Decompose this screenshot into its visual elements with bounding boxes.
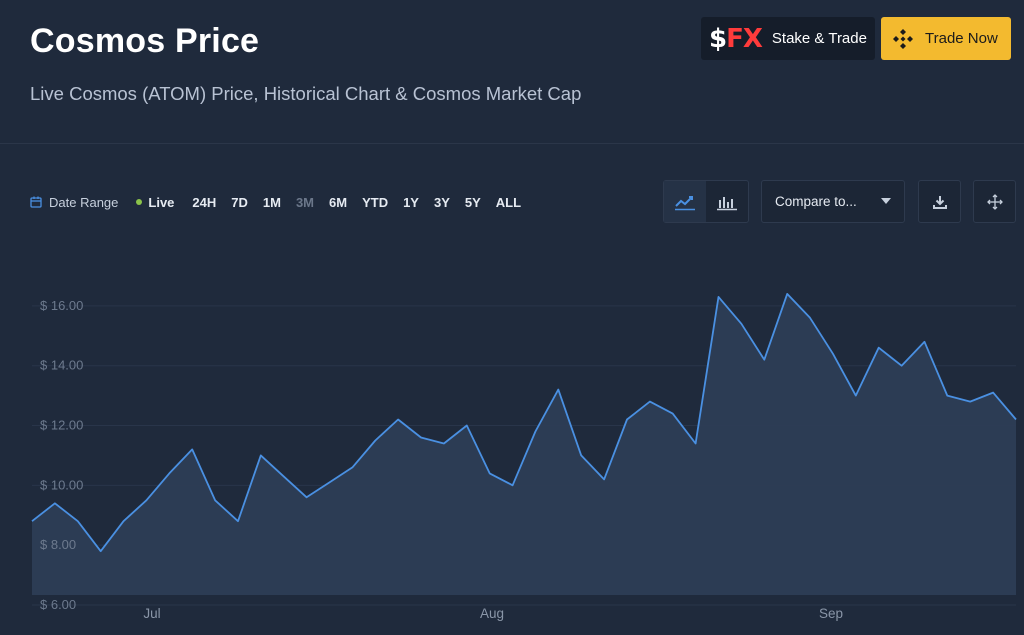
y-tick-label: $ 8.00 (40, 537, 76, 552)
x-tick-label: Sep (819, 606, 843, 621)
fullscreen-button[interactable] (973, 180, 1016, 223)
live-dot-icon (136, 199, 143, 205)
range-live[interactable]: Live (136, 195, 174, 210)
trade-now-label: Trade Now (925, 30, 998, 47)
range-all[interactable]: ALL (495, 194, 522, 210)
page-subtitle: Live Cosmos (ATOM) Price, Historical Cha… (30, 83, 582, 104)
range-3y[interactable]: 3Y (433, 194, 450, 210)
download-icon (932, 195, 947, 209)
y-axis: $ 6.00 $ 8.00 $ 10.00 $ 12.00 $ 14.00 $ 16.00 (40, 298, 83, 612)
compare-select[interactable]: Compare to... (761, 180, 905, 223)
range-3m[interactable]: 3M (295, 194, 315, 210)
bar-view-button[interactable] (706, 181, 748, 222)
range-5y[interactable]: 5Y (464, 194, 481, 210)
range-1y[interactable]: 1Y (403, 194, 419, 210)
page-header: Cosmos Price Live Cosmos (ATOM) Price, H… (0, 0, 1024, 144)
chevron-down-icon (881, 198, 891, 204)
sfx-logo: $FX (709, 23, 763, 54)
compare-label: Compare to... (775, 194, 857, 209)
date-range-label: Date Range (49, 194, 119, 210)
range-1m[interactable]: 1M (262, 194, 281, 210)
download-button[interactable] (918, 180, 961, 223)
binance-icon (893, 28, 913, 49)
line-chart-icon (675, 195, 695, 210)
y-tick-label: $ 16.00 (40, 298, 83, 313)
price-chart[interactable]: $ 6.00 $ 8.00 $ 10.00 $ 12.00 $ 14.00 $ 16.00… (0, 240, 1024, 635)
trade-now-button[interactable]: Trade Now (881, 17, 1011, 60)
range-6m[interactable]: 6M (329, 194, 348, 210)
y-tick-label: $ 6.00 (40, 597, 76, 612)
x-axis: Jul Aug Sep (143, 606, 843, 621)
price-area (32, 293, 1016, 595)
calendar-icon (30, 196, 42, 208)
range-ytd[interactable]: YTD (362, 194, 389, 210)
x-tick-label: Aug (480, 606, 504, 621)
range-7d[interactable]: 7D (231, 194, 248, 210)
line-view-button[interactable] (664, 181, 706, 222)
y-tick-label: $ 10.00 (40, 477, 83, 492)
y-tick-label: $ 12.00 (40, 418, 83, 433)
move-arrows-icon (986, 193, 1003, 210)
live-label: Live (148, 194, 175, 210)
bar-chart-icon (717, 196, 737, 210)
price-line (31, 293, 1017, 553)
stake-trade-label: Stake & Trade (771, 30, 867, 47)
stake-trade-button[interactable]: $FX Stake & Trade (701, 17, 875, 60)
range-24h[interactable]: 24H (192, 194, 217, 210)
date-range-button[interactable]: Date Range (30, 195, 118, 210)
page-title: Cosmos Price (30, 22, 260, 60)
y-tick-label: $ 14.00 (40, 358, 83, 373)
x-tick-label: Jul (143, 606, 160, 621)
chart-view-toggle (663, 180, 749, 223)
range-toolbar: Date Range Live 24H 7D 1M 3M 6M YTD 1Y 3… (30, 190, 536, 214)
